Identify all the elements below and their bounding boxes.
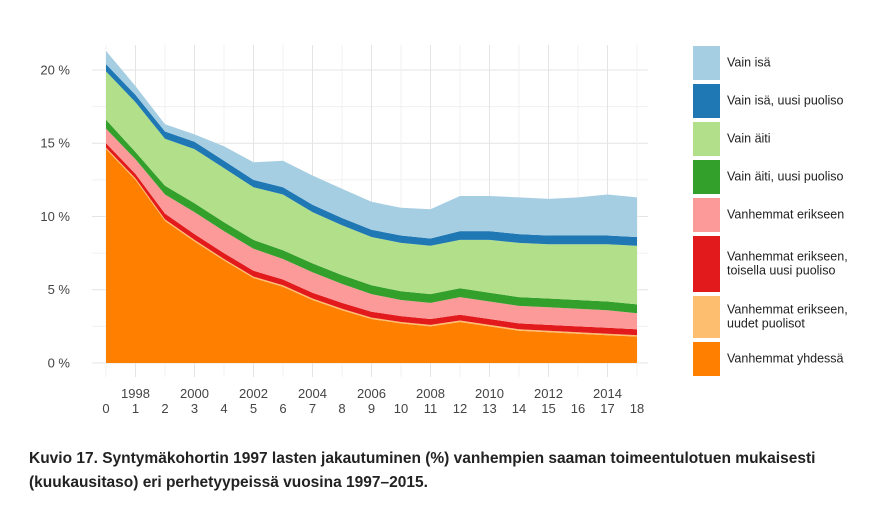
x-tick-year-label: 2012: [534, 386, 563, 401]
legend-label: Vanhemmat erikseen, toisella uusi puolis…: [727, 249, 848, 277]
area-vanhemmat-erikseen: [106, 128, 637, 330]
area-vanhemmat-yhdessa: [106, 149, 637, 363]
x-tick-age-label: 13: [482, 401, 496, 416]
y-tick-label: 5 %: [48, 282, 71, 297]
x-tick-age-label: 18: [630, 401, 644, 416]
x-tick-age-label: 3: [191, 401, 198, 416]
legend-swatch: [693, 342, 720, 376]
x-tick-year-label: 2010: [475, 386, 504, 401]
y-axis-ticks: 0 % 5 % 10 % 15 % 20 %: [40, 62, 70, 370]
area-vain-isa: [106, 50, 637, 239]
x-tick-year-label: 1998: [121, 386, 150, 401]
legend-label: Vain isä, uusi puoliso: [727, 93, 844, 108]
legend-item-vanhemmat-erikseen-uudet-puolisot: Vanhemmat erikseen, uudet puolisot: [693, 296, 893, 338]
x-tick-age-label: 10: [394, 401, 408, 416]
x-tick-age-label: 15: [541, 401, 555, 416]
legend-label: Vanhemmat yhdessä: [727, 351, 844, 366]
legend-label: Vanhemmat erikseen: [727, 207, 845, 222]
legend-label: Vain isä: [727, 55, 771, 70]
legend-swatch: [693, 296, 720, 338]
x-tick-age-label: 1: [132, 401, 139, 416]
area-vain-aiti: [106, 71, 637, 305]
legend-swatch: [693, 198, 720, 232]
legend-swatch: [693, 84, 720, 118]
stacked-area-chart: 0 % 5 % 10 % 15 % 20 % 1998 2000 2002 2004 2006 2…: [40, 45, 648, 416]
legend-item-vanhemmat-yhdessa: Vanhemmat yhdessä: [693, 342, 893, 376]
legend-item-vanhemmat-erikseen: Vanhemmat erikseen: [693, 198, 893, 232]
x-tick-year-label: 2008: [416, 386, 445, 401]
x-tick-year-label: 2000: [180, 386, 209, 401]
y-tick-label: 20 %: [40, 62, 70, 77]
x-tick-year-label: 2002: [239, 386, 268, 401]
x-tick-year-label: 2014: [593, 386, 622, 401]
x-tick-age-label: 8: [338, 401, 345, 416]
area-vain-isa-uusi-puoliso: [106, 64, 637, 246]
figure-caption: Kuvio 17. Syntymäkohortin 1997 lasten ja…: [29, 450, 816, 491]
x-tick-age-label: 4: [220, 401, 227, 416]
x-tick-age-label: 16: [571, 401, 585, 416]
legend-swatch: [693, 46, 720, 80]
legend-label: Vain äiti, uusi puoliso: [727, 169, 844, 184]
legend-item-vanhemmat-erikseen-toisella-uusi-puoliso: Vanhemmat erikseen, toisella uusi puolis…: [693, 236, 893, 292]
x-tick-year-label: 2006: [357, 386, 386, 401]
x-tick-age-label: 5: [250, 401, 257, 416]
legend-item-vain-aiti: Vain äiti: [693, 122, 893, 156]
x-tick-age-label: 9: [368, 401, 375, 416]
x-tick-year-label: 2004: [298, 386, 327, 401]
legend-item-vain-isa-uusi-puoliso: Vain isä, uusi puoliso: [693, 84, 893, 118]
area-vain-aiti-uusi-puoliso: [106, 119, 637, 314]
y-tick-label: 0 %: [48, 356, 71, 371]
legend-label: Vanhemmat erikseen, uudet puolisot: [727, 302, 848, 330]
area-series: [106, 50, 637, 363]
x-tick-age-label: 11: [424, 401, 438, 416]
y-tick-label: 15 %: [40, 136, 70, 151]
legend-label: Vain äiti: [727, 131, 771, 146]
x-tick-age-label: 17: [600, 401, 614, 416]
legend-item-vain-isa: Vain isä: [693, 46, 893, 80]
legend-swatch: [693, 236, 720, 292]
x-tick-age-label: 7: [309, 401, 316, 416]
legend-item-vain-aiti-uusi-puoliso: Vain äiti, uusi puoliso: [693, 160, 893, 194]
x-axis-year-ticks: 1998 2000 2002 2004 2006 2008 2010 2012 2014: [121, 386, 622, 401]
x-axis-age-ticks: 0 1 2 3 4 5 6 7 8 9 10 11 12 13 14 15 16 17 18: [102, 401, 644, 416]
x-tick-age-label: 6: [279, 401, 286, 416]
legend-swatch: [693, 122, 720, 156]
legend-swatch: [693, 160, 720, 194]
x-tick-age-label: 14: [512, 401, 526, 416]
x-tick-age-label: 0: [102, 401, 109, 416]
y-tick-label: 10 %: [40, 209, 70, 224]
legend: Vain isä Vain isä, uusi puoliso Vain äit…: [693, 46, 893, 380]
x-tick-age-label: 2: [161, 401, 168, 416]
x-tick-age-label: 12: [453, 401, 467, 416]
